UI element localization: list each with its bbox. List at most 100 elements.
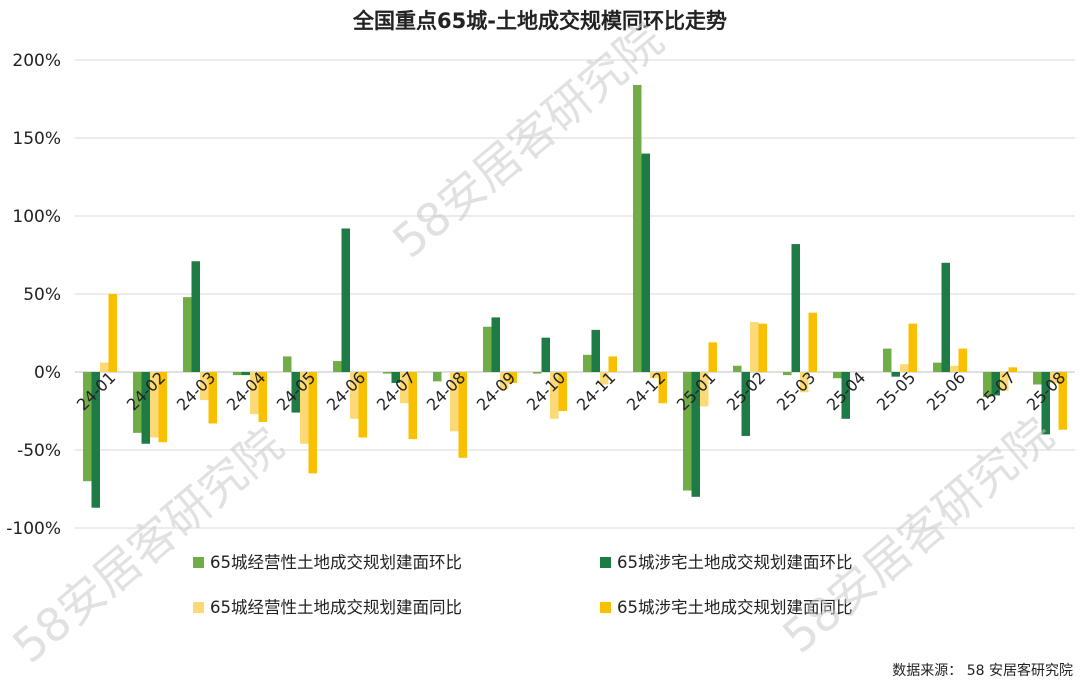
bar-s2-25-06 <box>941 262 950 372</box>
bar-s1-25-02 <box>733 365 742 372</box>
legend-swatch <box>193 557 204 568</box>
bar-s2-25-01 <box>691 372 700 497</box>
bar-s1-24-10 <box>533 372 542 374</box>
legend-label: 65城经营性土地成交规划建面环比 <box>210 553 462 572</box>
bar-s1-24-05 <box>283 356 292 372</box>
bar-s4-24-12 <box>658 372 667 404</box>
bar-s2-24-01 <box>91 372 100 508</box>
bar-s4-25-06 <box>958 348 967 372</box>
bar-s4-24-03 <box>208 372 217 424</box>
bar-s1-25-07 <box>983 372 992 397</box>
bar-s4-24-11 <box>608 356 617 372</box>
legend-swatch <box>193 602 204 613</box>
chart-title: 全国重点65城-土地成交规模同环比走势 <box>352 9 727 33</box>
bar-s1-24-08 <box>433 372 442 382</box>
bar-s3-24-01 <box>100 362 109 372</box>
legend-label: 65城经营性土地成交规划建面同比 <box>210 598 462 617</box>
bar-s3-25-03 <box>800 372 809 393</box>
bar-s2-24-02 <box>141 372 150 444</box>
bar-s3-25-08 <box>1050 372 1059 383</box>
bar-s3-25-05 <box>900 364 909 372</box>
legend: 65城经营性土地成交规划建面环比 65城涉宅土地成交规划建面环比 65城经营性土地成… <box>193 553 853 617</box>
watermark: 58安居客研究院 <box>382 12 673 268</box>
bar-s4-25-08 <box>1058 372 1067 430</box>
data-source: 数据来源： 58 安居客研究院 <box>892 662 1073 679</box>
bar-s1-24-04 <box>233 372 242 376</box>
bar-s1-25-08 <box>1033 372 1042 385</box>
bar-s4-25-07 <box>1008 367 1017 372</box>
y-tick-label: -50% <box>17 441 61 461</box>
bar-s4-24-09 <box>508 372 517 383</box>
bar-s3-25-01 <box>700 372 709 407</box>
bar-s1-24-02 <box>133 372 142 433</box>
legend-label: 65城涉宅土地成交规划建面同比 <box>617 598 853 617</box>
bar-s1-24-12 <box>633 84 642 373</box>
category-labels: 24-01 24-02 24-03 24-04 24-05 24-06 24-07 24-08… <box>73 368 1069 414</box>
bar-s4-25-03 <box>808 312 817 372</box>
bar-s2-24-05 <box>291 372 300 413</box>
bar-s1-24-01 <box>83 372 92 482</box>
bar-s1-24-06 <box>333 361 342 372</box>
bar-s2-24-12 <box>641 153 650 372</box>
legend-label: 65城涉宅土地成交规划建面环比 <box>617 553 853 572</box>
bar-s2-25-03 <box>791 244 800 372</box>
bar-s3-25-07 <box>1000 372 1009 391</box>
bar-s3-24-05 <box>300 372 309 444</box>
bar-s1-25-06 <box>933 362 942 372</box>
bar-s3-24-11 <box>600 372 609 385</box>
bar-s1-25-01 <box>683 372 692 491</box>
bar-s2-25-04 <box>841 372 850 419</box>
bar-s2-24-06 <box>341 228 350 372</box>
bar-s1-25-03 <box>783 372 792 376</box>
y-tick-label: 0% <box>34 363 61 383</box>
bar-s4-24-08 <box>458 372 467 458</box>
y-tick-label: 50% <box>23 285 61 305</box>
bar-s4-24-07 <box>408 372 417 440</box>
x-tick-label: 25-06 <box>923 368 969 414</box>
x-tick-label: 24-11 <box>573 368 619 414</box>
bar-s2-24-03 <box>191 261 200 372</box>
bar-s3-25-06 <box>950 365 959 372</box>
bar-s2-24-04 <box>241 372 250 376</box>
bar-s4-25-02 <box>758 323 767 372</box>
bar-s3-24-08 <box>450 372 459 432</box>
y-tick-label: -100% <box>6 519 61 539</box>
bar-s1-25-05 <box>883 348 892 372</box>
bar-s2-25-05 <box>891 372 900 377</box>
bar-s2-25-02 <box>741 372 750 436</box>
bar-s4-25-05 <box>908 323 917 372</box>
bar-s3-24-04 <box>250 372 259 415</box>
bar-s4-24-04 <box>258 372 267 422</box>
y-axis-labels: 200% 150% 100% 50% 0% -50% -100% <box>6 51 61 539</box>
bar-s4-24-05 <box>308 372 317 474</box>
bar-s1-24-11 <box>583 354 592 372</box>
bar-s4-24-02 <box>158 372 167 443</box>
bar-s2-25-08 <box>1041 372 1050 435</box>
y-tick-label: 100% <box>12 207 61 227</box>
bars <box>83 84 1067 508</box>
bar-s1-24-03 <box>183 297 192 372</box>
bar-s3-24-12 <box>650 372 659 379</box>
bar-s2-24-11 <box>591 329 600 372</box>
bar-s1-24-07 <box>383 372 392 374</box>
bar-s3-24-06 <box>350 372 359 419</box>
bar-s1-24-09 <box>483 326 492 372</box>
y-tick-label: 150% <box>12 129 61 149</box>
bar-s3-24-09 <box>500 372 509 390</box>
bar-s2-24-07 <box>391 372 400 383</box>
watermark: 58安居客研究院 <box>772 407 1063 663</box>
y-tick-label: 200% <box>12 51 61 71</box>
bar-s2-24-09 <box>491 317 500 372</box>
legend-swatch <box>600 602 611 613</box>
x-tick-label: 24-09 <box>473 368 519 414</box>
bar-s3-24-10 <box>550 372 559 419</box>
bar-s3-24-07 <box>400 372 409 404</box>
bar-s1-25-04 <box>833 372 842 379</box>
legend-swatch <box>600 557 611 568</box>
bar-s4-25-01 <box>708 342 717 372</box>
bar-s3-24-03 <box>200 372 209 401</box>
bar-s2-24-10 <box>541 337 550 372</box>
bar-s2-25-07 <box>991 372 1000 396</box>
